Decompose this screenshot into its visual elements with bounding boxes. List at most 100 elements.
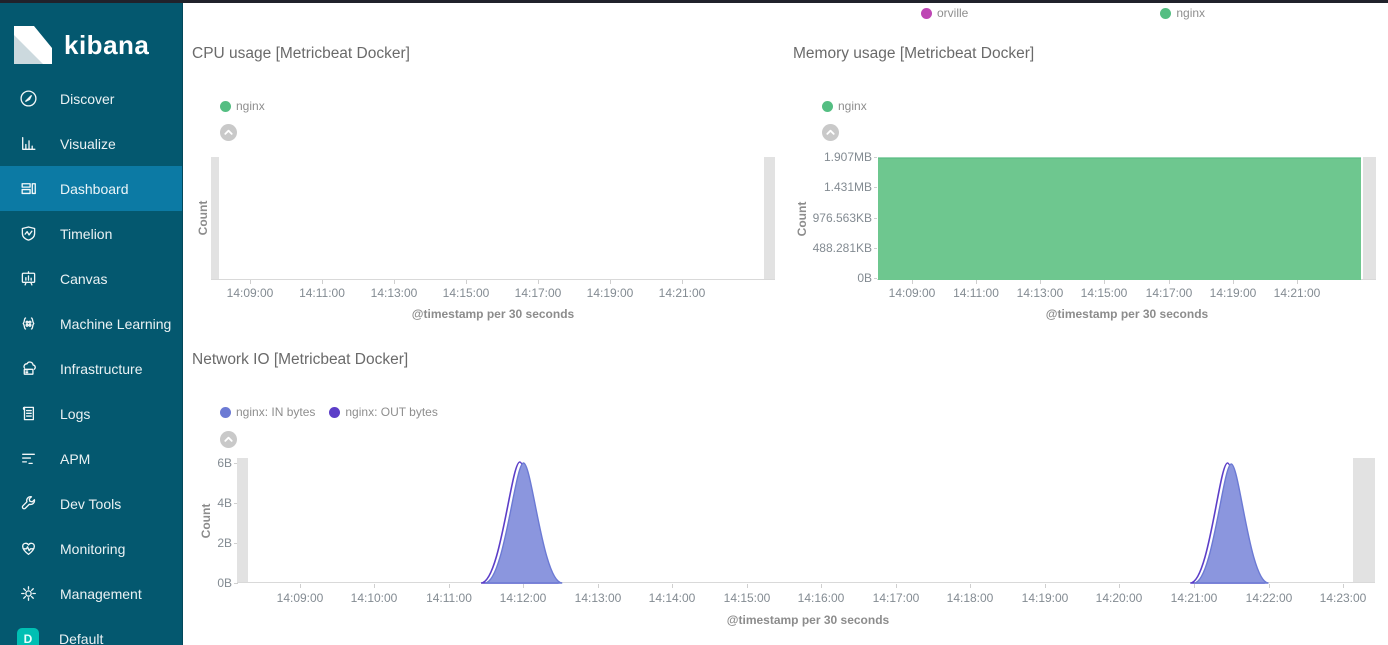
network-in-bytes-area [1193,463,1269,584]
legend-item-nginx-in-bytes[interactable]: nginx: IN bytes [220,405,315,419]
sidebar-item-visualize[interactable]: Visualize [0,121,182,166]
y-tick-label: 2B [217,536,232,550]
x-tick-mark [896,584,897,588]
y-tick-label: 4B [217,496,232,510]
x-tick-mark [682,280,683,284]
legend-label: nginx: IN bytes [236,405,316,419]
x-tick-label: 14:19:00 [586,286,634,300]
x-tick-label: 14:23:00 [1319,591,1367,605]
sidebar-item-label: Visualize [60,135,116,152]
x-tick-mark [538,280,539,284]
sidebar-item-monitoring[interactable]: Monitoring [0,526,182,571]
legend-label: nginx [838,99,867,113]
legend-color-dot [220,406,231,418]
x-tick-label: 14:20:00 [1095,591,1143,605]
legend-item-nginx[interactable]: nginx [822,99,867,113]
sidebar-item-canvas[interactable]: Canvas [0,256,182,301]
x-tick-label: 14:11:00 [299,286,345,300]
sidebar-item-infrastructure[interactable]: Infrastructure [0,346,182,391]
x-tick-label: 14:10:00 [350,591,398,605]
x-tick-label: 14:09:00 [888,286,936,300]
sidebar-item-management[interactable]: Management [0,571,182,616]
y-tick-mark [234,463,238,464]
sidebar-items: Discover Visualize Dashboard Timelion Canvas… [0,76,182,645]
x-tick-mark [374,584,375,588]
kibana-brand[interactable]: kibana [0,3,182,73]
y-tick-label: 1.907MB [823,150,872,164]
x-tick-mark [976,280,977,284]
y-tick-mark [234,503,238,504]
x-tick-mark [322,280,323,284]
dashboard-icon [21,183,36,195]
sidebar-item-label: Timelion [60,225,113,242]
x-tick-label: 14:14:00 [648,591,696,605]
y-tick-mark [234,543,238,544]
x-tick-label: 14:15:00 [1080,286,1128,300]
legend-item-nginx[interactable]: nginx [220,99,265,113]
y-tick-mark [874,248,878,249]
sidebar-item-logs[interactable]: Logs [0,391,182,436]
sidebar-item-label: APM [60,450,91,467]
network-legend-collapse-button[interactable] [220,431,237,448]
panel-title-network-io: Network IO [Metricbeat Docker] [192,351,409,368]
x-tick-label: 14:17:00 [872,591,920,605]
x-tick-mark [1104,280,1105,284]
cpu-y-axis-title: Count [196,200,210,236]
legend-item-nginx[interactable]: nginx [1160,6,1205,20]
y-tick-mark [874,278,878,279]
x-tick-mark [1343,584,1344,588]
x-tick-label: 14:21:00 [658,286,706,300]
y-tick-label: 488.281KB [812,241,872,255]
sidebar-item-timelion[interactable]: Timelion [0,211,182,256]
legend-label: nginx: OUT bytes [345,405,438,419]
x-tick-label: 14:11:00 [953,286,999,300]
sidebar-item-label: Monitoring [60,540,126,557]
memory-legend-collapse-button[interactable] [822,124,839,141]
y-tick-label: 0B [857,271,872,285]
cpu-chart-plot-area[interactable] [211,155,775,280]
legend-color-dot [822,100,833,112]
legend-item-orville[interactable]: orville [921,6,968,20]
x-tick-mark [1119,584,1120,588]
sidebar-item-label: Dev Tools [60,495,122,512]
network-chart-plot-area[interactable] [237,456,1375,584]
x-tick-mark [466,280,467,284]
sidebar-item-dashboard[interactable]: Dashboard [0,166,182,211]
cpu-left-endzone [211,157,219,279]
dev-tools-icon [21,495,36,510]
x-tick-mark [394,280,395,284]
memory-chart-plot-area[interactable] [877,155,1376,280]
cpu-legend-collapse-button[interactable] [220,124,237,141]
memory-x-axis-title: @timestamp per 30 seconds [1045,307,1209,321]
x-tick-mark [250,280,251,284]
x-tick-label: 14:21:00 [1170,591,1218,605]
sidebar-item-label: Default [59,630,104,645]
panel-title-memory-usage: Memory usage [Metricbeat Docker] [793,45,1035,62]
x-tick-mark [610,280,611,284]
x-tick-label: 14:15:00 [442,286,490,300]
sidebar-item-label: Machine Learning [60,315,172,332]
x-tick-label: 14:19:00 [1209,286,1257,300]
memory-right-endzone [1363,157,1376,279]
sidebar-nav: kibana Discover Visualize Dashboard Timelio… [0,3,183,645]
logs-icon [22,406,35,421]
legend-item-nginx-out-bytes[interactable]: nginx: OUT bytes [329,405,438,419]
x-tick-label: 14:17:00 [1145,286,1193,300]
top-partial-panel-legend: orville nginx [921,6,1205,20]
sidebar-item-label: Management [60,585,142,602]
x-tick-mark [1233,280,1234,284]
x-tick-label: 14:12:00 [499,591,547,605]
discover-icon [20,90,37,107]
canvas-icon [21,271,36,286]
x-tick-label: 14:17:00 [514,286,562,300]
legend-color-dot [1160,7,1172,19]
sidebar-item-dev-tools[interactable]: Dev Tools [0,481,182,526]
sidebar-item-machine-learning[interactable]: Machine Learning [0,301,182,346]
y-tick-mark [874,157,878,158]
sidebar-item-apm[interactable]: APM [0,436,182,481]
sidebar-item-discover[interactable]: Discover [0,76,182,121]
sidebar-item-default[interactable]: D Default [0,616,182,645]
sidebar-item-label: Canvas [60,270,108,287]
machine-learning-icon [22,317,35,330]
